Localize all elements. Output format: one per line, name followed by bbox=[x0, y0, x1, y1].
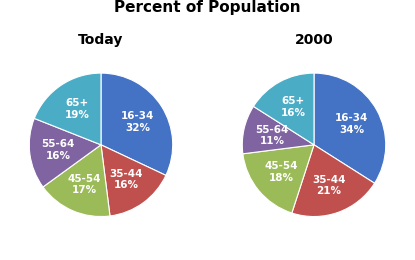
Wedge shape bbox=[101, 145, 166, 216]
Text: 35-44
21%: 35-44 21% bbox=[312, 174, 345, 196]
Text: Percent of Population: Percent of Population bbox=[114, 0, 301, 15]
Text: 65+
19%: 65+ 19% bbox=[64, 99, 89, 120]
Wedge shape bbox=[43, 145, 110, 217]
Wedge shape bbox=[242, 106, 314, 154]
Text: 45-54
18%: 45-54 18% bbox=[264, 161, 298, 183]
Text: 45-54
17%: 45-54 17% bbox=[67, 173, 101, 195]
Text: 55-64
16%: 55-64 16% bbox=[42, 139, 75, 161]
Text: 16-34
34%: 16-34 34% bbox=[335, 113, 369, 135]
Title: 2000: 2000 bbox=[295, 33, 333, 47]
Text: 16-34
32%: 16-34 32% bbox=[121, 111, 154, 133]
Wedge shape bbox=[292, 145, 375, 217]
Wedge shape bbox=[34, 73, 101, 145]
Wedge shape bbox=[101, 73, 173, 175]
Text: 55-64
11%: 55-64 11% bbox=[255, 125, 289, 146]
Wedge shape bbox=[314, 73, 386, 183]
Wedge shape bbox=[243, 145, 314, 213]
Text: 35-44
16%: 35-44 16% bbox=[110, 169, 143, 190]
Wedge shape bbox=[29, 118, 101, 187]
Text: 65+
16%: 65+ 16% bbox=[281, 96, 306, 118]
Title: Today: Today bbox=[78, 33, 124, 47]
Wedge shape bbox=[254, 73, 314, 145]
